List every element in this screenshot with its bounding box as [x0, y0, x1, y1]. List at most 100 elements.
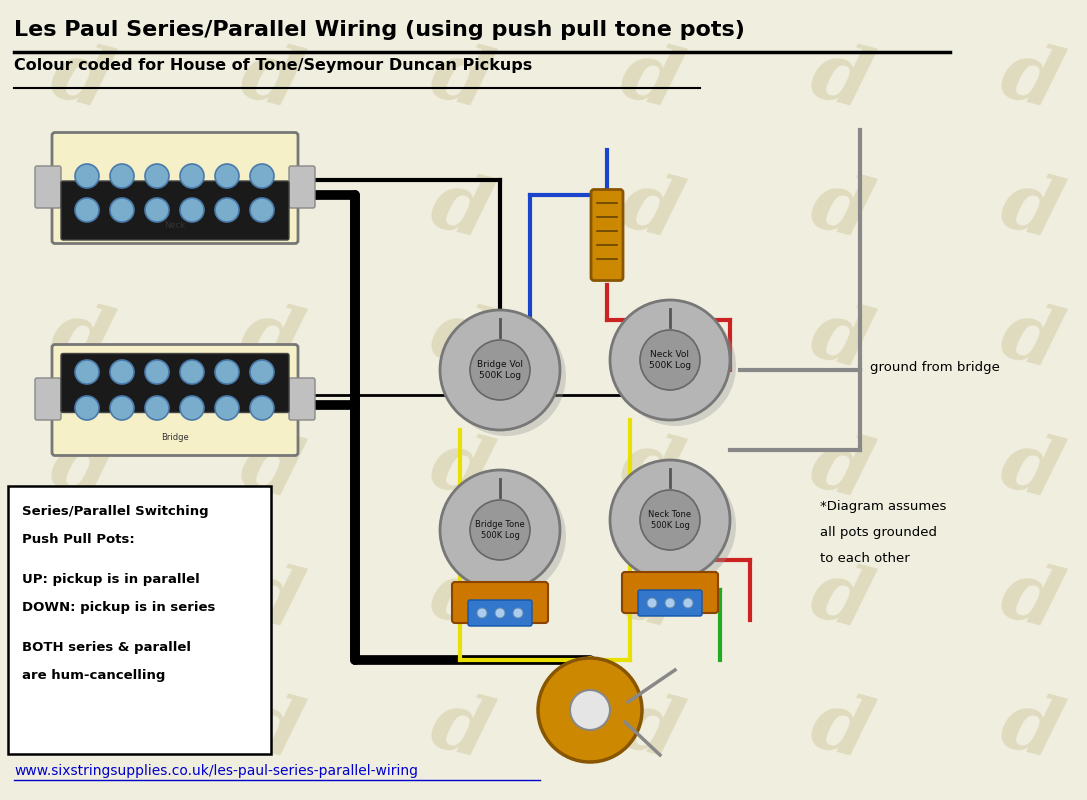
Text: Bridge Vol
500K Log: Bridge Vol 500K Log [477, 360, 523, 380]
Text: d: d [41, 424, 118, 516]
Text: d: d [232, 554, 309, 646]
Text: to each other: to each other [820, 552, 910, 565]
Circle shape [250, 360, 274, 384]
Circle shape [110, 164, 134, 188]
FancyBboxPatch shape [289, 378, 315, 420]
Text: d: d [232, 424, 309, 516]
FancyBboxPatch shape [35, 166, 61, 208]
FancyBboxPatch shape [61, 181, 289, 240]
Text: ground from bridge: ground from bridge [870, 362, 1000, 374]
FancyBboxPatch shape [622, 572, 719, 613]
Text: d: d [991, 424, 1069, 516]
Circle shape [75, 164, 99, 188]
FancyBboxPatch shape [52, 345, 298, 455]
Circle shape [665, 598, 675, 608]
Text: Neck: Neck [164, 222, 186, 230]
Text: Bridge Tone
500K Log: Bridge Tone 500K Log [475, 520, 525, 540]
FancyBboxPatch shape [638, 590, 702, 616]
Text: d: d [801, 294, 878, 386]
FancyBboxPatch shape [52, 133, 298, 243]
Text: d: d [991, 684, 1069, 776]
FancyBboxPatch shape [452, 582, 548, 623]
Circle shape [215, 396, 239, 420]
Text: d: d [991, 294, 1069, 386]
Text: all pots grounded: all pots grounded [820, 526, 937, 539]
Text: d: d [232, 34, 309, 126]
Circle shape [145, 164, 168, 188]
Circle shape [477, 608, 487, 618]
Circle shape [640, 490, 700, 550]
Text: d: d [991, 164, 1069, 256]
Text: d: d [801, 684, 878, 776]
Circle shape [75, 360, 99, 384]
Text: d: d [422, 294, 499, 386]
Text: Neck Vol
500K Log: Neck Vol 500K Log [649, 350, 691, 370]
Text: d: d [41, 554, 118, 646]
Text: are hum-cancelling: are hum-cancelling [22, 669, 165, 682]
Text: d: d [801, 424, 878, 516]
Text: d: d [232, 684, 309, 776]
Text: d: d [232, 294, 309, 386]
FancyBboxPatch shape [591, 190, 623, 281]
Circle shape [470, 340, 530, 400]
Circle shape [110, 198, 134, 222]
Circle shape [640, 330, 700, 390]
Text: d: d [422, 164, 499, 256]
Text: Colour coded for House of Tone/Seymour Duncan Pickups: Colour coded for House of Tone/Seymour D… [14, 58, 533, 73]
Text: d: d [422, 554, 499, 646]
Circle shape [495, 608, 505, 618]
Text: d: d [41, 164, 118, 256]
Circle shape [250, 164, 274, 188]
Text: d: d [612, 424, 688, 516]
Circle shape [250, 396, 274, 420]
Circle shape [610, 300, 730, 420]
Text: Push Pull Pots:: Push Pull Pots: [22, 533, 135, 546]
Circle shape [75, 396, 99, 420]
Circle shape [470, 500, 530, 560]
FancyBboxPatch shape [35, 378, 61, 420]
FancyBboxPatch shape [61, 354, 289, 413]
Text: d: d [612, 294, 688, 386]
Text: d: d [612, 684, 688, 776]
Text: d: d [612, 34, 688, 126]
Circle shape [75, 198, 99, 222]
Text: DOWN: pickup is in series: DOWN: pickup is in series [22, 601, 215, 614]
Text: d: d [422, 424, 499, 516]
Text: d: d [801, 554, 878, 646]
Circle shape [180, 198, 204, 222]
Circle shape [145, 360, 168, 384]
Circle shape [215, 164, 239, 188]
Circle shape [110, 360, 134, 384]
Circle shape [180, 164, 204, 188]
Text: Series/Parallel Switching: Series/Parallel Switching [22, 505, 209, 518]
Text: Bridge: Bridge [161, 434, 189, 442]
Circle shape [440, 310, 560, 430]
FancyBboxPatch shape [289, 166, 315, 208]
Text: Neck Tone
500K Log: Neck Tone 500K Log [649, 510, 691, 530]
Text: www.sixstringsupplies.co.uk/les-paul-series-parallel-wiring: www.sixstringsupplies.co.uk/les-paul-ser… [14, 764, 418, 778]
Circle shape [616, 466, 736, 586]
Circle shape [446, 316, 566, 436]
Circle shape [440, 470, 560, 590]
Circle shape [250, 198, 274, 222]
Circle shape [180, 396, 204, 420]
Circle shape [446, 476, 566, 596]
Text: Les Paul Series/Parallel Wiring (using push pull tone pots): Les Paul Series/Parallel Wiring (using p… [14, 20, 745, 40]
Text: UP: pickup is in parallel: UP: pickup is in parallel [22, 573, 200, 586]
Text: d: d [41, 684, 118, 776]
Text: d: d [801, 164, 878, 256]
Text: d: d [991, 34, 1069, 126]
Circle shape [610, 460, 730, 580]
Text: d: d [41, 34, 118, 126]
Text: d: d [422, 34, 499, 126]
Circle shape [110, 396, 134, 420]
Text: d: d [991, 554, 1069, 646]
Text: d: d [612, 554, 688, 646]
Circle shape [570, 690, 610, 730]
Circle shape [616, 306, 736, 426]
Text: d: d [801, 34, 878, 126]
Text: d: d [232, 164, 309, 256]
FancyBboxPatch shape [8, 486, 271, 754]
Circle shape [513, 608, 523, 618]
Circle shape [538, 658, 642, 762]
